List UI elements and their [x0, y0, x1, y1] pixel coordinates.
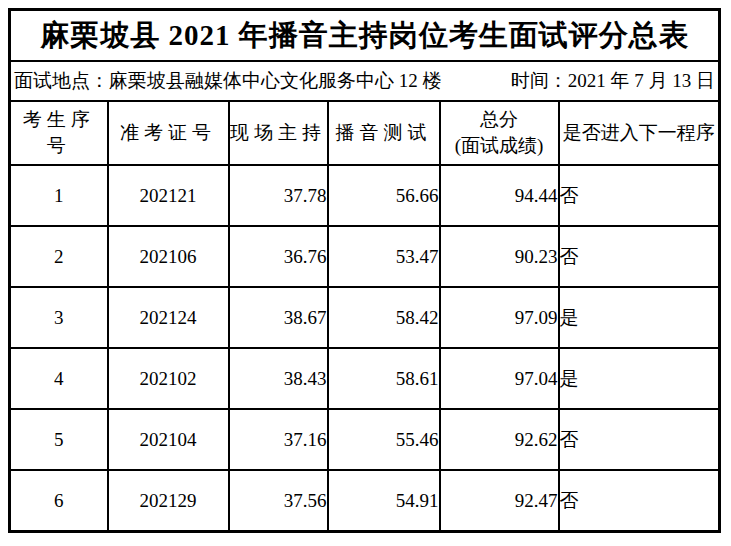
- header-candidate-seq: 考生序号: [10, 101, 108, 165]
- header-next-stage: 是否进入下一程序: [559, 101, 720, 165]
- cell-next-stage: 是: [559, 348, 720, 409]
- cell-broadcast-test-score: 58.42: [328, 287, 440, 348]
- cell-live-hosting-score: 36.76: [229, 226, 328, 287]
- meta-line: 面试地点：麻栗坡县融媒体中心文化服务中心 12 楼 时间：2021 年 7 月 …: [11, 68, 718, 94]
- cell-next-stage: 否: [559, 226, 720, 287]
- cell-live-hosting-score: 37.16: [229, 409, 328, 470]
- header-broadcast-test: 播音测试: [328, 101, 440, 165]
- cell-next-stage: 否: [559, 409, 720, 470]
- interview-location: 面试地点：麻栗坡县融媒体中心文化服务中心 12 楼: [14, 68, 442, 94]
- cell-next-stage: 否: [559, 470, 720, 532]
- cell-broadcast-test-score: 53.47: [328, 226, 440, 287]
- header-total-score: 总分 (面试成绩): [440, 101, 559, 165]
- cell-next-stage: 否: [559, 165, 720, 226]
- cell-next-stage: 是: [559, 287, 720, 348]
- cell-ticket-number: 202102: [108, 348, 229, 409]
- cell-ticket-number: 202104: [108, 409, 229, 470]
- cell-ticket-number: 202121: [108, 165, 229, 226]
- cell-total-score: 92.47: [440, 470, 559, 532]
- cell-candidate-seq: 1: [10, 165, 108, 226]
- header-total-line2: (面试成绩): [441, 133, 558, 159]
- cell-ticket-number: 202124: [108, 287, 229, 348]
- page-title: 麻栗坡县 2021 年播音主持岗位考生面试评分总表: [10, 10, 720, 62]
- cell-broadcast-test-score: 55.46: [328, 409, 440, 470]
- cell-live-hosting-score: 38.43: [229, 348, 328, 409]
- cell-total-score: 92.62: [440, 409, 559, 470]
- interview-time: 时间：2021 年 7 月 13 日: [511, 68, 715, 94]
- cell-candidate-seq: 4: [10, 348, 108, 409]
- cell-candidate-seq: 3: [10, 287, 108, 348]
- meta-row: 面试地点：麻栗坡县融媒体中心文化服务中心 12 楼 时间：2021 年 7 月 …: [10, 61, 720, 101]
- cell-live-hosting-score: 38.67: [229, 287, 328, 348]
- table-header-row: 考生序号 准考证号 现场主持 播音测试 总分 (面试成绩) 是否进入下一程序: [10, 101, 720, 165]
- meta-cell: 面试地点：麻栗坡县融媒体中心文化服务中心 12 楼 时间：2021 年 7 月 …: [10, 61, 720, 101]
- cell-total-score: 97.09: [440, 287, 559, 348]
- cell-candidate-seq: 6: [10, 470, 108, 532]
- table-row: 2 202106 36.76 53.47 90.23 否: [10, 226, 720, 287]
- cell-total-score: 94.44: [440, 165, 559, 226]
- score-table: 麻栗坡县 2021 年播音主持岗位考生面试评分总表 面试地点：麻栗坡县融媒体中心…: [8, 8, 721, 533]
- cell-broadcast-test-score: 58.61: [328, 348, 440, 409]
- header-ticket-number: 准考证号: [108, 101, 229, 165]
- table-row: 5 202104 37.16 55.46 92.62 否: [10, 409, 720, 470]
- cell-candidate-seq: 2: [10, 226, 108, 287]
- table-row: 4 202102 38.43 58.61 97.04 是: [10, 348, 720, 409]
- cell-ticket-number: 202106: [108, 226, 229, 287]
- header-total-line1: 总分: [441, 107, 558, 133]
- table-row: 3 202124 38.67 58.42 97.09 是: [10, 287, 720, 348]
- cell-live-hosting-score: 37.56: [229, 470, 328, 532]
- table-row: 6 202129 37.56 54.91 92.47 否: [10, 470, 720, 532]
- header-live-hosting: 现场主持: [229, 101, 328, 165]
- cell-total-score: 97.04: [440, 348, 559, 409]
- cell-broadcast-test-score: 56.66: [328, 165, 440, 226]
- cell-candidate-seq: 5: [10, 409, 108, 470]
- table-row: 1 202121 37.78 56.66 94.44 否: [10, 165, 720, 226]
- title-row: 麻栗坡县 2021 年播音主持岗位考生面试评分总表: [10, 10, 720, 62]
- cell-broadcast-test-score: 54.91: [328, 470, 440, 532]
- cell-total-score: 90.23: [440, 226, 559, 287]
- cell-ticket-number: 202129: [108, 470, 229, 532]
- cell-live-hosting-score: 37.78: [229, 165, 328, 226]
